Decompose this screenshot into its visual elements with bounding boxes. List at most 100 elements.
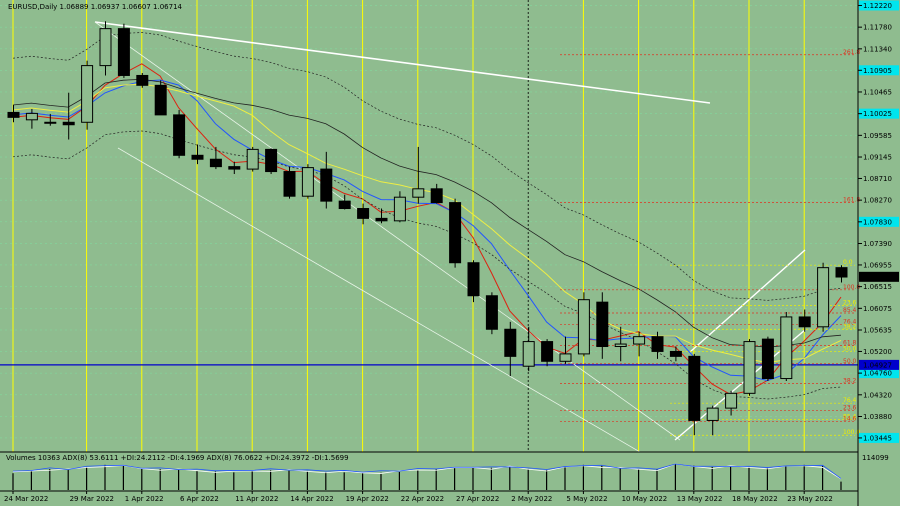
candle[interactable]	[191, 144, 204, 165]
bear-candle-body[interactable]	[228, 166, 241, 170]
bear-candle-body[interactable]	[541, 341, 554, 362]
bull-candle-body[interactable]	[99, 28, 112, 67]
candle[interactable]	[99, 21, 112, 76]
candle[interactable]	[228, 161, 241, 175]
candle[interactable]	[44, 113, 57, 126]
candle[interactable]	[577, 292, 590, 357]
candle[interactable]	[706, 405, 719, 436]
bear-candle-body[interactable]	[117, 28, 130, 76]
bull-candle-body[interactable]	[522, 341, 535, 367]
bear-candle-body[interactable]	[430, 188, 443, 204]
candle[interactable]	[81, 60, 94, 130]
bear-candle-body[interactable]	[688, 355, 701, 421]
candle[interactable]	[246, 146, 259, 172]
candle[interactable]	[817, 262, 830, 332]
candle[interactable]	[596, 292, 609, 359]
volume-panel-label: Volumes 10363 ADX(8) 53.6111 +DI:24.2112…	[6, 454, 349, 462]
bear-candle-body[interactable]	[173, 114, 186, 156]
candle[interactable]	[651, 331, 664, 359]
bear-candle-body[interactable]	[320, 168, 333, 202]
candle[interactable]	[761, 336, 774, 382]
bull-candle-body[interactable]	[817, 267, 830, 328]
bear-candle-body[interactable]	[449, 202, 462, 264]
bear-candle-body[interactable]	[596, 301, 609, 348]
bear-candle-body[interactable]	[375, 217, 388, 222]
candle[interactable]	[467, 260, 480, 303]
candle[interactable]	[522, 326, 535, 372]
candle[interactable]	[7, 105, 20, 123]
candle[interactable]	[62, 92, 75, 140]
candle[interactable]	[798, 309, 811, 332]
bull-candle-body[interactable]	[706, 407, 719, 421]
bull-candle-body[interactable]	[246, 148, 259, 170]
candle[interactable]	[154, 80, 167, 116]
candle[interactable]	[25, 108, 38, 129]
candle[interactable]	[669, 346, 682, 362]
bull-candle-body[interactable]	[633, 336, 646, 345]
bear-candle-body[interactable]	[669, 350, 682, 357]
bull-candle-body[interactable]	[44, 121, 57, 124]
price-axis: 1.12220 1.11780 1.11340 1.10905 1.10465 1.100…	[858, 0, 899, 443]
candle[interactable]	[780, 312, 793, 382]
bear-candle-body[interactable]	[761, 338, 774, 380]
bull-candle-body[interactable]	[393, 196, 406, 222]
bull-candle-body[interactable]	[614, 343, 627, 348]
bear-candle-body[interactable]	[651, 336, 664, 352]
candle[interactable]	[688, 353, 701, 436]
candle[interactable]	[283, 166, 296, 199]
bull-candle-body[interactable]	[301, 167, 314, 197]
candle[interactable]	[357, 203, 370, 225]
candle[interactable]	[375, 208, 388, 224]
candle[interactable]	[485, 292, 498, 335]
bear-candle-body[interactable]	[136, 74, 149, 86]
candle[interactable]	[614, 326, 627, 362]
bull-candle-body[interactable]	[743, 341, 756, 394]
bear-candle-body[interactable]	[357, 208, 370, 219]
candle[interactable]	[173, 109, 186, 159]
bull-candle-body[interactable]	[25, 112, 38, 121]
candle[interactable]	[743, 339, 756, 396]
candle[interactable]	[541, 339, 554, 367]
candle[interactable]	[412, 146, 425, 204]
bear-candle-body[interactable]	[265, 148, 278, 173]
bear-candle-body[interactable]	[191, 154, 204, 160]
fib-level-label: 0.0	[843, 259, 853, 266]
candle[interactable]	[430, 183, 443, 204]
candle[interactable]	[265, 148, 278, 175]
candle[interactable]	[633, 331, 646, 357]
bull-candle-body[interactable]	[412, 188, 425, 198]
bear-candle-body[interactable]	[504, 328, 517, 357]
bear-candle-body[interactable]	[338, 200, 351, 210]
date-tick-label: 1 Apr 2022	[125, 495, 164, 503]
candle[interactable]	[136, 72, 149, 88]
candle[interactable]	[559, 336, 572, 364]
bear-candle-body[interactable]	[62, 121, 75, 126]
bull-candle-body[interactable]	[780, 316, 793, 380]
fib-level-label: 85.4	[843, 413, 857, 420]
bear-candle-body[interactable]	[7, 111, 20, 118]
bear-candle-body[interactable]	[209, 158, 222, 168]
candle[interactable]	[320, 151, 333, 209]
bear-candle-body[interactable]	[467, 262, 480, 297]
bull-candle-body[interactable]	[81, 65, 94, 123]
bear-candle-body[interactable]	[485, 295, 498, 330]
bear-candle-body[interactable]	[154, 84, 167, 116]
bull-candle-body[interactable]	[725, 392, 738, 409]
bull-candle-body[interactable]	[559, 353, 572, 362]
candle[interactable]	[393, 191, 406, 223]
bear-candle-body[interactable]	[835, 267, 848, 278]
candle[interactable]	[209, 146, 222, 170]
bear-candle-body[interactable]	[798, 316, 811, 328]
fib-level-label: 50.0	[843, 358, 857, 365]
candle[interactable]	[504, 321, 517, 377]
candle[interactable]	[725, 390, 738, 416]
candles[interactable]	[7, 21, 848, 436]
bear-candle-body[interactable]	[283, 171, 296, 197]
candle[interactable]	[449, 198, 462, 268]
candle[interactable]	[338, 194, 351, 210]
candle[interactable]	[835, 265, 848, 283]
bull-candle-body[interactable]	[577, 299, 590, 355]
candle[interactable]	[301, 164, 314, 199]
candle[interactable]	[117, 23, 130, 78]
